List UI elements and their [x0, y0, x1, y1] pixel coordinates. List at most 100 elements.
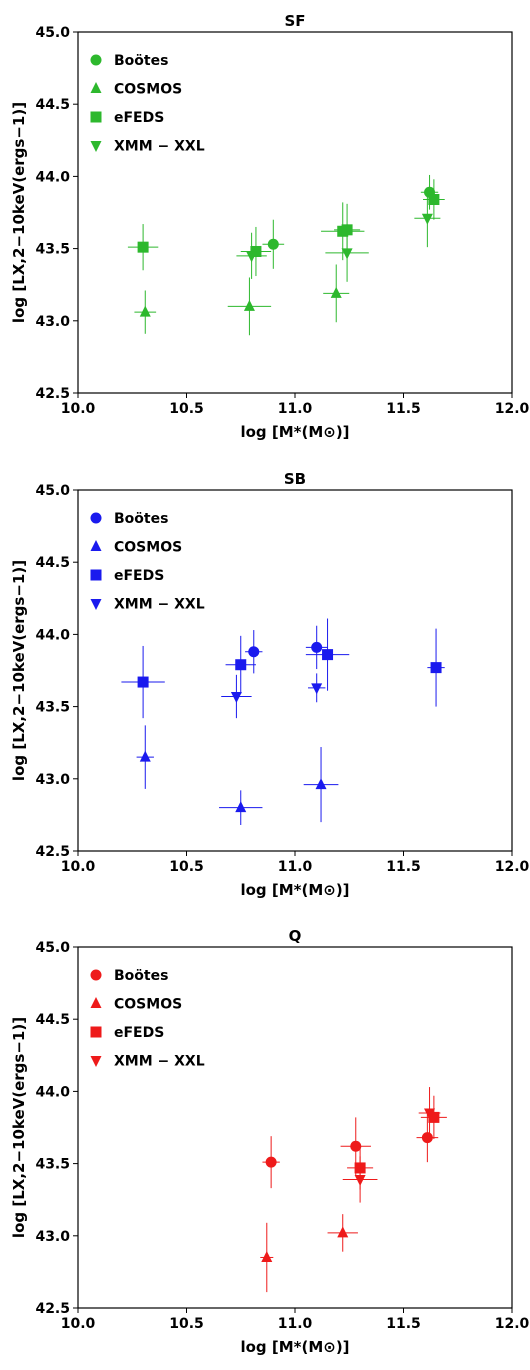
series-triangle-up — [136, 725, 339, 826]
panel-title: Q — [289, 927, 302, 945]
y-tick-label: 42.5 — [35, 1301, 70, 1317]
x-axis-label: log [M*(M⊙)] — [240, 423, 349, 441]
data-point-triangle-down — [246, 251, 258, 263]
y-tick-label: 45.0 — [35, 483, 70, 499]
y-tick-label: 44.0 — [35, 169, 70, 185]
data-point-square — [428, 1111, 440, 1123]
y-tick-label: 44.5 — [35, 97, 70, 113]
legend-label: COSMOS — [114, 82, 182, 98]
x-tick-label: 10.0 — [61, 1316, 96, 1332]
data-point-triangle-up — [243, 299, 255, 311]
data-point-triangle-down — [230, 691, 242, 703]
legend-label: Boötes — [114, 53, 168, 69]
x-tick-label: 11.5 — [386, 1316, 421, 1332]
legend-label: Boötes — [114, 968, 168, 984]
series-square — [121, 618, 445, 719]
y-tick-label: 45.0 — [35, 25, 70, 41]
legend-label: XMM − XXL — [114, 139, 205, 155]
y-axis-label: log [LX,2−10keV(ergs−1)] — [10, 1017, 28, 1238]
y-tick-label: 43.0 — [35, 314, 70, 330]
y-tick-label: 42.5 — [35, 386, 70, 402]
legend-label: eFEDS — [114, 568, 164, 584]
series-triangle-up — [134, 264, 350, 336]
data-point-circle — [267, 238, 279, 250]
data-point-triangle-up — [235, 801, 247, 813]
legend-label: COSMOS — [114, 540, 182, 556]
y-tick-label: 43.5 — [35, 242, 70, 258]
y-tick-label: 43.5 — [35, 1157, 70, 1173]
data-point-square — [322, 649, 334, 661]
data-point-circle — [421, 1132, 433, 1144]
panel-q: Q 10.0 10.5 11.0 11.5 12.0 42.5 43.0 43.5 44.0 44.… — [10, 927, 530, 1356]
legend-marker-triangle-up — [90, 997, 102, 1008]
data-point-circle — [311, 641, 323, 653]
legend: Boötes COSMOS eFEDS XMM − XXL — [90, 53, 205, 155]
legend-marker-triangle-down — [90, 141, 102, 152]
legend-marker-triangle-down — [90, 599, 102, 610]
series-circle — [262, 174, 439, 269]
x-tick-label: 11.0 — [278, 859, 313, 875]
data-point-triangle-up — [337, 1226, 349, 1238]
legend: Boötes COSMOS eFEDS XMM − XXL — [90, 511, 205, 613]
legend-label: eFEDS — [114, 110, 164, 126]
x-tick-label: 10.0 — [61, 859, 96, 875]
data-point-circle — [265, 1156, 277, 1168]
x-tick-label: 10.0 — [61, 401, 96, 417]
legend-label: XMM − XXL — [114, 1054, 205, 1070]
data-point-triangle-up — [315, 778, 327, 790]
legend-marker-square — [90, 1026, 102, 1038]
y-tick-label: 42.5 — [35, 844, 70, 860]
data-point-square — [428, 194, 440, 206]
x-tick-label: 10.5 — [169, 1316, 204, 1332]
series-triangle-down — [221, 673, 326, 719]
legend-label: eFEDS — [114, 1025, 164, 1041]
x-axis-label: log [M*(M⊙)] — [240, 1338, 349, 1356]
panel-title: SB — [284, 470, 306, 488]
data-point-square — [430, 662, 442, 674]
series-triangle-down — [342, 1087, 441, 1203]
data-point-triangle-up — [139, 750, 151, 762]
legend-marker-square — [90, 111, 102, 123]
x-axis-label: log [M*(M⊙)] — [240, 881, 349, 899]
x-tick-label: 12.0 — [495, 1316, 530, 1332]
y-tick-label: 44.0 — [35, 627, 70, 643]
x-tick-label: 11.0 — [278, 401, 313, 417]
panel-title: SF — [284, 12, 305, 30]
legend-label: XMM − XXL — [114, 597, 205, 613]
legend-marker-circle — [90, 512, 102, 524]
panel-sb: SB 10.0 10.5 11.0 11.5 12.0 42.5 43.0 43.5 44.0 44… — [10, 470, 530, 899]
series-triangle-up — [260, 1214, 358, 1293]
data-point-triangle-down — [341, 248, 353, 260]
data-point-triangle-down — [424, 1108, 436, 1120]
data-point-circle — [350, 1140, 362, 1152]
legend-marker-circle — [90, 969, 102, 981]
y-tick-label: 43.0 — [35, 1229, 70, 1245]
legend-label: Boötes — [114, 511, 168, 527]
legend: Boötes COSMOS eFEDS XMM − XXL — [90, 968, 205, 1070]
data-point-triangle-down — [311, 683, 323, 695]
x-tick-label: 12.0 — [495, 859, 530, 875]
legend-marker-triangle-up — [90, 82, 102, 93]
y-tick-label: 43.0 — [35, 772, 70, 788]
series-square — [127, 179, 445, 277]
y-tick-label: 44.0 — [35, 1084, 70, 1100]
data-point-triangle-up — [261, 1250, 273, 1262]
data-point-circle — [248, 646, 260, 658]
data-point-triangle-up — [330, 286, 342, 298]
data-point-triangle-up — [139, 305, 151, 317]
series-circle — [262, 1113, 439, 1189]
x-tick-label: 10.5 — [169, 859, 204, 875]
data-point-square — [137, 241, 149, 253]
series-circle — [245, 625, 328, 674]
y-tick-label: 44.5 — [35, 1012, 70, 1028]
y-axis-label: log [LX,2−10keV(ergs−1)] — [10, 560, 28, 781]
data-point-triangle-down — [421, 213, 433, 225]
y-tick-label: 44.5 — [35, 555, 70, 571]
x-tick-label: 11.0 — [278, 1316, 313, 1332]
series-triangle-down — [236, 189, 441, 282]
panel-sf: SF 10.0 10.5 11.0 11.5 12.0 42.5 43.0 43.5 44.0 44… — [10, 12, 530, 441]
legend-label: COSMOS — [114, 997, 182, 1013]
y-tick-label: 45.0 — [35, 940, 70, 956]
x-tick-label: 12.0 — [495, 401, 530, 417]
